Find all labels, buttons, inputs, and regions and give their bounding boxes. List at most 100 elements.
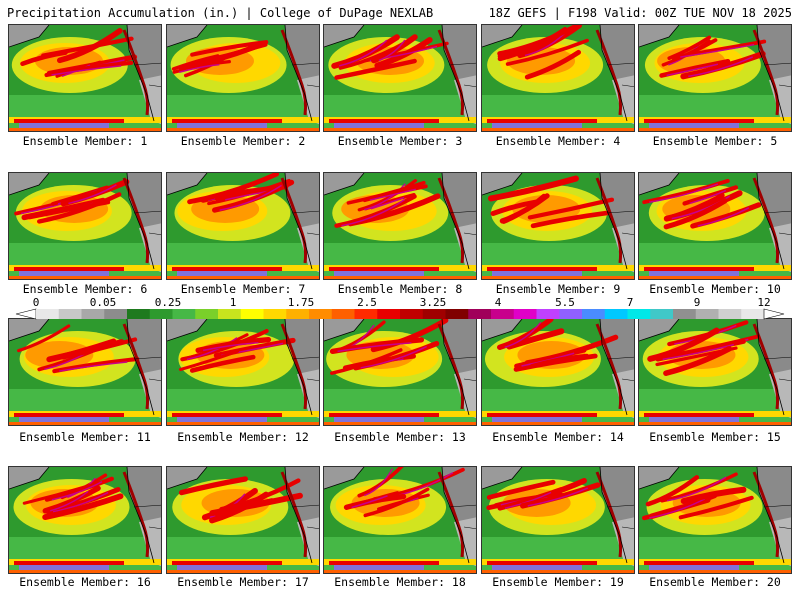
ensemble-member-label: Ensemble Member: 15	[649, 430, 781, 444]
precip-map-image	[9, 173, 161, 279]
ensemble-member-label: Ensemble Member: 3	[337, 134, 463, 148]
colorbar-tick-label: 5.5	[555, 296, 575, 309]
valid-time: 18Z GEFS | F198 Valid: 00Z TUE NOV 18 20…	[488, 6, 792, 20]
colorbar-tick-label: 12	[757, 296, 771, 309]
ensemble-member-label: Ensemble Member: 4	[495, 134, 621, 148]
colorbar-swatch	[695, 309, 719, 319]
colorbar-swatch	[650, 309, 674, 319]
colorbar-bar	[15, 308, 785, 320]
ensemble-map-panel	[166, 318, 320, 426]
colorbar-swatch	[149, 309, 173, 319]
ensemble-member-label: Ensemble Member: 12	[177, 430, 309, 444]
ensemble-map-panel	[638, 24, 792, 132]
colorbar: 0 0.05 0.25 1 1.75 2.5 3.25 4 5.5 7 9 12	[0, 296, 800, 320]
ensemble-member-label: Ensemble Member: 11	[19, 430, 151, 444]
ensemble-map-panel	[323, 318, 477, 426]
precip-map-image	[639, 319, 791, 425]
ensemble-member-label: Ensemble Member: 18	[334, 575, 466, 589]
colorbar-tick-label: 1	[229, 296, 237, 309]
ensemble-member-label: Ensemble Member: 9	[495, 282, 621, 296]
colorbar-swatch	[263, 309, 287, 319]
colorbar-swatch	[81, 309, 105, 319]
precip-map-image	[324, 173, 476, 279]
colorbar-swatch	[445, 309, 469, 319]
ensemble-member-label: Ensemble Member: 2	[180, 134, 306, 148]
colorbar-tick-label: 0	[32, 296, 40, 309]
colorbar-swatch	[582, 309, 606, 319]
colorbar-tick-label: 2.5	[357, 296, 377, 309]
colorbar-swatch	[400, 309, 424, 319]
colorbar-swatch	[422, 309, 446, 319]
ensemble-member-label: Ensemble Member: 14	[492, 430, 624, 444]
colorbar-swatch	[354, 309, 378, 319]
ensemble-map-panel	[8, 466, 162, 574]
colorbar-swatch	[377, 309, 401, 319]
colorbar-tick-label: 9	[693, 296, 701, 309]
ensemble-map-panel	[166, 172, 320, 280]
precip-map-image	[167, 25, 319, 131]
precip-map-image	[167, 467, 319, 573]
colorbar-swatch	[104, 309, 128, 319]
ensemble-map-panel	[481, 172, 635, 280]
ensemble-map-panel	[638, 318, 792, 426]
ensemble-map-panel	[166, 24, 320, 132]
header: Precipitation Accumulation (in.) | Colle…	[0, 0, 800, 22]
ensemble-map-panel	[323, 466, 477, 574]
precip-map-image	[9, 25, 161, 131]
ensemble-map-panel	[323, 172, 477, 280]
colorbar-swatch	[741, 309, 765, 319]
ensemble-map-panel	[166, 466, 320, 574]
ensemble-map-panel	[481, 24, 635, 132]
precip-map-image	[482, 319, 634, 425]
precip-map-image	[324, 467, 476, 573]
ensemble-map-panel	[481, 466, 635, 574]
ensemble-map-panel	[638, 172, 792, 280]
ensemble-member-label: Ensemble Member: 20	[649, 575, 781, 589]
ensemble-map-panel	[8, 24, 162, 132]
precip-map-image	[167, 319, 319, 425]
colorbar-swatch	[513, 309, 537, 319]
colorbar-swatch	[240, 309, 264, 319]
precip-map-image	[324, 25, 476, 131]
precip-map-image	[482, 467, 634, 573]
colorbar-swatch	[718, 309, 742, 319]
colorbar-tick-label: 7	[626, 296, 634, 309]
ensemble-map-panel	[638, 466, 792, 574]
ensemble-member-label: Ensemble Member: 16	[19, 575, 151, 589]
colorbar-tick-label: 3.25	[419, 296, 447, 309]
precip-map-image	[9, 467, 161, 573]
colorbar-swatch	[604, 309, 628, 319]
colorbar-swatch	[559, 309, 583, 319]
colorbar-tick-label: 0.25	[154, 296, 182, 309]
ensemble-map-panel	[8, 172, 162, 280]
colorbar-swatch	[195, 309, 219, 319]
precip-map-image	[9, 319, 161, 425]
colorbar-swatch	[58, 309, 82, 319]
colorbar-swatch	[673, 309, 697, 319]
map-title: Precipitation Accumulation (in.) | Colle…	[7, 6, 434, 20]
precip-map-image	[482, 173, 634, 279]
colorbar-swatch	[218, 309, 242, 319]
ensemble-member-label: Ensemble Member: 13	[334, 430, 466, 444]
colorbar-tick-label: 1.75	[287, 296, 315, 309]
colorbar-swatch	[491, 309, 515, 319]
ensemble-member-label: Ensemble Member: 8	[337, 282, 463, 296]
ensemble-member-label: Ensemble Member: 6	[22, 282, 148, 296]
colorbar-swatch	[172, 309, 196, 319]
precip-map-image	[167, 173, 319, 279]
colorbar-swatch	[309, 309, 333, 319]
ensemble-map-panel	[8, 318, 162, 426]
colorbar-swatch	[627, 309, 651, 319]
ensemble-map-panel	[323, 24, 477, 132]
ensemble-member-label: Ensemble Member: 19	[492, 575, 624, 589]
precip-map-image	[324, 319, 476, 425]
precip-map-image	[639, 25, 791, 131]
ensemble-member-label: Ensemble Member: 5	[652, 134, 778, 148]
colorbar-tick-label: 4	[494, 296, 502, 309]
colorbar-swatch	[331, 309, 355, 319]
colorbar-swatch	[286, 309, 310, 319]
precip-map-image	[639, 467, 791, 573]
ensemble-member-label: Ensemble Member: 7	[180, 282, 306, 296]
ensemble-map-panel	[481, 318, 635, 426]
colorbar-swatch	[468, 309, 492, 319]
